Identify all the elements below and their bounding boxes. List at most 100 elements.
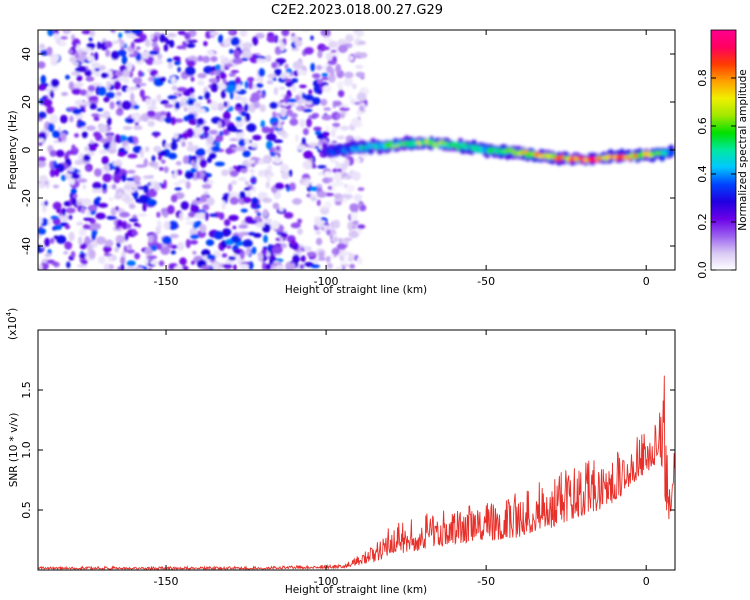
- noise-blob: [274, 68, 282, 77]
- noise-blob: [156, 211, 161, 218]
- noise-blob: [187, 39, 198, 44]
- noise-blob: [235, 103, 242, 109]
- noise-blob: [204, 91, 211, 100]
- noise-blob: [116, 219, 123, 227]
- noise-blob: [44, 237, 50, 247]
- noise-blob: [83, 217, 93, 222]
- noise-blob: [223, 101, 228, 108]
- noise-blob: [216, 103, 225, 111]
- noise-blob: [233, 264, 237, 270]
- noise-blob: [77, 121, 86, 128]
- colorbar-tick-label: 0.6: [696, 117, 709, 135]
- noise-blob: [182, 155, 189, 164]
- noise-blob: [200, 265, 211, 270]
- noise-blob: [160, 207, 169, 214]
- noise-blob: [56, 208, 61, 214]
- x-tick-label: -150: [154, 575, 179, 588]
- noise-blob: [203, 65, 214, 74]
- noise-blob: [71, 197, 77, 206]
- noise-blob: [53, 33, 59, 41]
- noise-blob: [160, 100, 169, 105]
- noise-blob: [132, 104, 140, 110]
- noise-blob: [126, 260, 136, 267]
- noise-blob: [222, 196, 228, 201]
- noise-blob: [96, 196, 102, 201]
- noise-blob: [245, 112, 251, 122]
- noise-blob: [254, 78, 263, 82]
- noise-blob: [284, 63, 289, 70]
- noise-blob: [141, 113, 150, 122]
- noise-blob: [321, 77, 329, 81]
- noise-blob: [125, 189, 136, 193]
- noise-blob: [197, 73, 207, 79]
- noise-blob: [59, 114, 68, 124]
- noise-blob: [320, 98, 328, 106]
- noise-blob: [149, 33, 154, 40]
- noise-blob: [211, 145, 221, 153]
- noise-blob: [235, 116, 242, 122]
- noise-blob: [88, 95, 99, 101]
- noise-blob: [327, 185, 333, 190]
- noise-blob: [340, 125, 350, 131]
- noise-blob: [134, 181, 141, 185]
- snr-panel: -150 -100 -50 0 0.5 1.0 1.5 Height of straight…: [5, 308, 676, 596]
- noise-blob: [43, 98, 53, 107]
- noise-blob: [178, 101, 188, 107]
- noise-blob: [190, 76, 195, 82]
- noise-blob: [337, 89, 345, 98]
- x-tick-label: 0: [643, 575, 650, 588]
- noise-blob: [96, 108, 104, 112]
- noise-blob: [285, 261, 292, 270]
- noise-blob: [348, 230, 360, 239]
- noise-blob: [46, 46, 53, 56]
- noise-blob: [304, 47, 314, 55]
- noise-blob: [173, 118, 184, 123]
- noise-blob: [240, 111, 247, 117]
- noise-blob: [84, 146, 89, 152]
- noise-blob: [158, 260, 165, 267]
- noise-blob: [218, 34, 224, 44]
- noise-blob: [114, 247, 120, 253]
- noise-blob: [310, 264, 321, 269]
- noise-blob: [69, 115, 74, 123]
- noise-blob: [72, 193, 78, 199]
- noise-blob: [244, 103, 249, 112]
- noise-blob: [70, 251, 76, 258]
- y-tick-label: -20: [20, 189, 33, 207]
- x-tick-label: 0: [643, 275, 650, 288]
- noise-blob: [163, 117, 173, 123]
- noise-blob: [66, 150, 76, 155]
- noise-blob: [38, 156, 46, 162]
- noise-blob: [170, 141, 178, 151]
- noise-blob: [175, 161, 182, 166]
- noise-blob: [262, 246, 268, 250]
- noise-blob: [92, 181, 102, 190]
- noise-blob: [117, 151, 126, 157]
- noise-blob: [221, 200, 226, 210]
- noise-blob: [193, 127, 204, 134]
- noise-blob: [256, 89, 262, 94]
- noise-blob: [74, 133, 79, 138]
- noise-blob: [355, 71, 365, 78]
- noise-blob: [226, 245, 232, 249]
- noise-blob: [126, 169, 136, 174]
- noise-blob: [76, 221, 84, 226]
- noise-blob: [302, 128, 309, 136]
- snr-y-multiplier: (x104): [5, 308, 19, 340]
- noise-blob: [79, 89, 87, 96]
- noise-blob: [339, 256, 344, 261]
- noise-blob: [206, 157, 212, 163]
- noise-blob: [174, 60, 181, 66]
- noise-blob: [136, 46, 141, 51]
- noise-blob: [71, 71, 81, 76]
- noise-blob: [312, 113, 320, 118]
- noise-blob: [203, 175, 208, 183]
- noise-blob: [87, 204, 98, 211]
- noise-blob: [301, 137, 306, 146]
- noise-blob: [224, 219, 231, 227]
- noise-blob: [161, 159, 166, 164]
- noise-blob: [163, 212, 168, 218]
- noise-blob: [310, 62, 316, 72]
- noise-blob: [97, 41, 102, 50]
